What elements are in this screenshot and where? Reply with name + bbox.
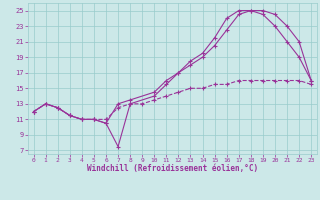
X-axis label: Windchill (Refroidissement éolien,°C): Windchill (Refroidissement éolien,°C): [87, 164, 258, 173]
